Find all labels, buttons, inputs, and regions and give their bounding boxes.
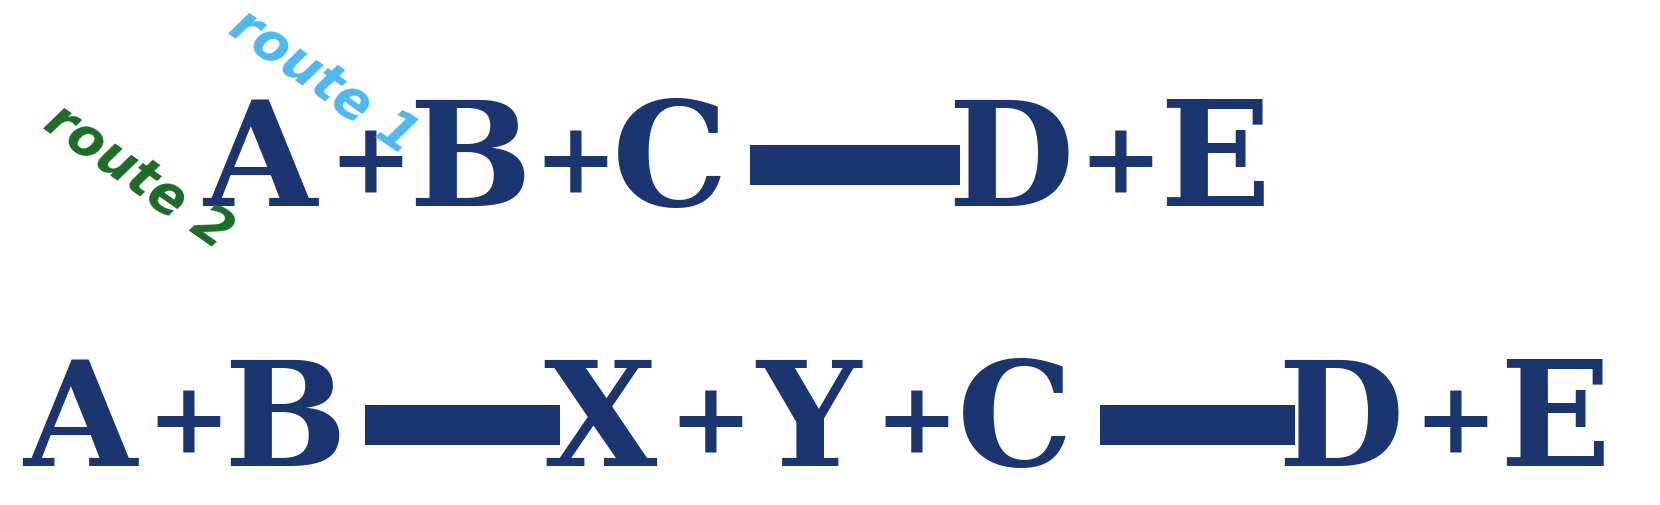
- Text: E: E: [1499, 355, 1610, 495]
- Text: X: X: [543, 355, 657, 495]
- Text: +: +: [146, 377, 231, 474]
- Text: C: C: [613, 95, 729, 236]
- Text: +: +: [875, 377, 958, 474]
- Text: A: A: [204, 95, 317, 236]
- Text: B: B: [408, 95, 531, 236]
- Bar: [365, 405, 559, 445]
- Text: B: B: [224, 355, 347, 495]
- Text: A: A: [23, 355, 136, 495]
- Text: route 1: route 1: [221, 0, 427, 165]
- Text: Y: Y: [755, 355, 860, 495]
- Text: +: +: [667, 377, 752, 474]
- Text: +: +: [533, 117, 618, 214]
- Text: E: E: [1159, 95, 1270, 236]
- Text: +: +: [1077, 117, 1162, 214]
- Bar: [1101, 405, 1295, 445]
- Bar: [750, 146, 959, 186]
- Text: route 2: route 2: [35, 93, 242, 259]
- Text: +: +: [329, 117, 412, 214]
- Text: D: D: [1277, 355, 1403, 495]
- Text: C: C: [956, 355, 1072, 495]
- Text: +: +: [1413, 377, 1497, 474]
- Text: D: D: [946, 95, 1074, 236]
